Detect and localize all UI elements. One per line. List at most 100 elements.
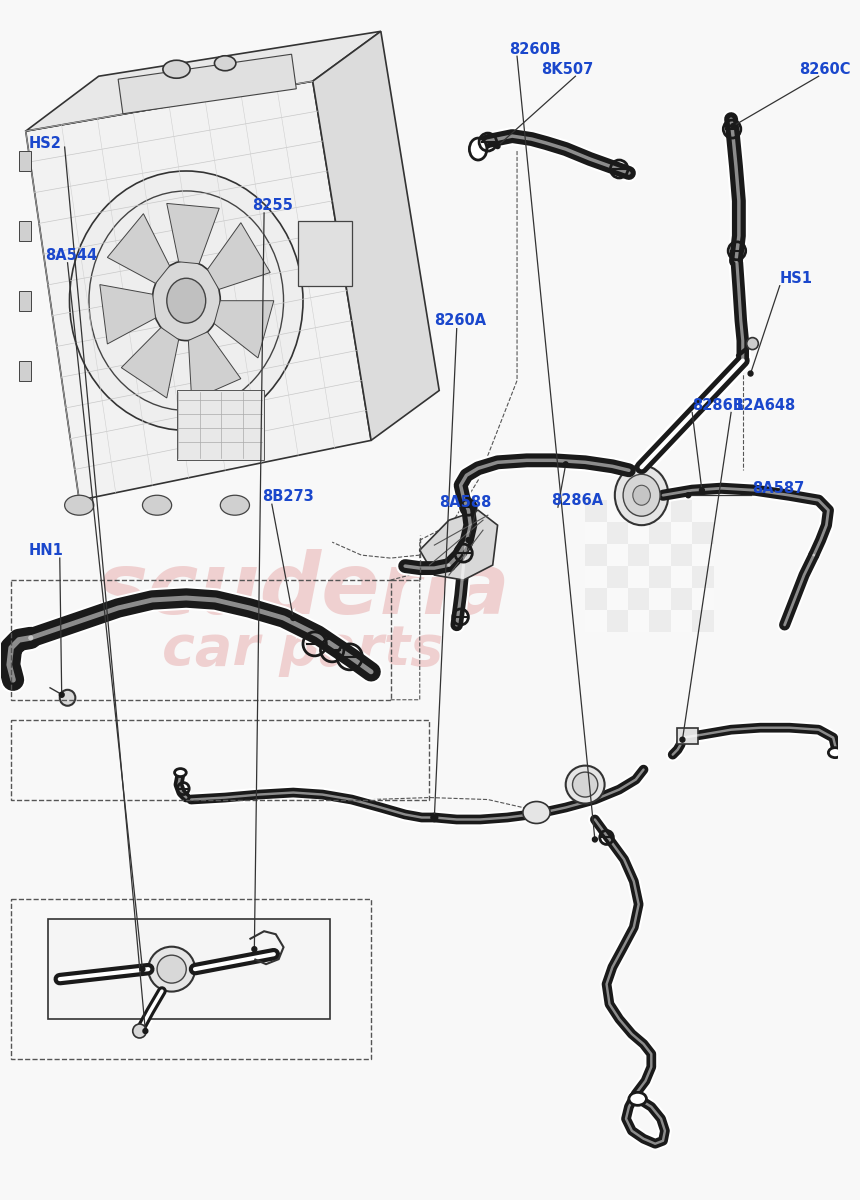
Circle shape <box>132 1024 146 1038</box>
Text: scuderia: scuderia <box>96 548 510 631</box>
Bar <box>585 522 606 544</box>
Circle shape <box>731 124 735 128</box>
Polygon shape <box>207 223 270 289</box>
Ellipse shape <box>573 772 598 797</box>
Bar <box>585 500 606 522</box>
Bar <box>671 566 692 588</box>
Bar <box>671 588 692 610</box>
Bar <box>649 588 671 610</box>
Bar <box>692 522 714 544</box>
Text: 8A544: 8A544 <box>46 248 97 263</box>
Bar <box>48 919 330 1019</box>
Bar <box>19 360 31 380</box>
Bar <box>585 544 606 566</box>
Circle shape <box>432 815 437 820</box>
Text: 8260B: 8260B <box>509 42 561 56</box>
Text: HS1: HS1 <box>780 271 813 287</box>
Polygon shape <box>26 82 372 500</box>
Text: car parts: car parts <box>163 623 444 677</box>
Ellipse shape <box>566 766 605 804</box>
Text: 8260A: 8260A <box>434 313 487 328</box>
Circle shape <box>143 1028 148 1033</box>
Bar <box>585 566 606 588</box>
Bar <box>692 544 714 566</box>
Bar <box>19 290 31 311</box>
Circle shape <box>748 371 753 376</box>
Ellipse shape <box>633 485 650 505</box>
Bar <box>298 221 352 286</box>
Circle shape <box>495 144 500 149</box>
Ellipse shape <box>70 170 303 431</box>
Bar <box>606 544 628 566</box>
Polygon shape <box>420 510 498 580</box>
Bar <box>649 544 671 566</box>
Bar <box>649 610 671 632</box>
Bar <box>692 566 714 588</box>
Text: 8A588: 8A588 <box>439 494 492 510</box>
Circle shape <box>563 462 568 467</box>
Bar <box>585 610 606 632</box>
Bar <box>628 522 649 544</box>
Text: 12A648: 12A648 <box>733 398 796 413</box>
Polygon shape <box>100 284 156 344</box>
Bar <box>671 500 692 522</box>
Polygon shape <box>214 301 273 358</box>
Polygon shape <box>167 204 219 264</box>
Ellipse shape <box>64 496 94 515</box>
Ellipse shape <box>175 769 187 776</box>
Bar <box>692 588 714 610</box>
Bar <box>628 610 649 632</box>
Bar <box>606 522 628 544</box>
Bar <box>677 727 698 744</box>
Bar <box>628 588 649 610</box>
Text: 8286A: 8286A <box>551 493 603 508</box>
Text: 8286B: 8286B <box>692 398 744 413</box>
Circle shape <box>466 538 470 542</box>
Ellipse shape <box>624 474 660 516</box>
Text: 8B273: 8B273 <box>262 488 314 504</box>
Bar <box>628 500 649 522</box>
Circle shape <box>59 692 64 697</box>
Bar <box>606 588 628 610</box>
Text: 8K507: 8K507 <box>541 61 593 77</box>
Bar <box>19 151 31 170</box>
Bar <box>606 500 628 522</box>
Ellipse shape <box>828 748 842 757</box>
Bar <box>19 221 31 241</box>
Text: 8260C: 8260C <box>799 61 851 77</box>
Bar <box>585 588 606 610</box>
Ellipse shape <box>470 138 487 160</box>
Circle shape <box>59 690 76 706</box>
Ellipse shape <box>152 260 220 341</box>
Bar <box>671 522 692 544</box>
Circle shape <box>140 967 144 972</box>
Bar <box>606 610 628 632</box>
Bar <box>671 544 692 566</box>
Circle shape <box>431 814 438 821</box>
Bar <box>176 390 264 461</box>
Text: HN1: HN1 <box>28 542 64 558</box>
Ellipse shape <box>157 955 187 983</box>
Circle shape <box>680 737 685 742</box>
Circle shape <box>685 493 691 498</box>
Ellipse shape <box>214 55 236 71</box>
Ellipse shape <box>523 802 550 823</box>
Ellipse shape <box>220 496 249 515</box>
Ellipse shape <box>143 496 172 515</box>
Bar <box>692 500 714 522</box>
Polygon shape <box>121 328 179 398</box>
Bar <box>628 566 649 588</box>
Polygon shape <box>108 214 169 283</box>
Ellipse shape <box>163 60 190 78</box>
Ellipse shape <box>167 278 206 323</box>
Ellipse shape <box>615 466 668 526</box>
Bar <box>628 544 649 566</box>
Bar <box>671 610 692 632</box>
Polygon shape <box>26 31 381 131</box>
Circle shape <box>746 337 759 349</box>
Text: HS2: HS2 <box>28 136 62 150</box>
Ellipse shape <box>629 1092 647 1105</box>
Bar <box>649 500 671 522</box>
Circle shape <box>291 616 296 620</box>
Bar <box>649 566 671 588</box>
